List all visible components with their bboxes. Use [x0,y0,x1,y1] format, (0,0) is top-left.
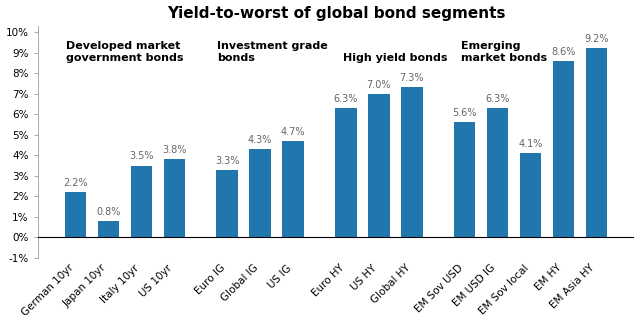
Text: 3.8%: 3.8% [162,145,187,155]
Bar [487,108,508,237]
Text: 6.3%: 6.3% [333,94,358,104]
Text: 8.6%: 8.6% [552,47,576,57]
Bar [65,192,86,237]
Text: Developed market
government bonds: Developed market government bonds [65,41,183,63]
Text: 7.3%: 7.3% [399,73,424,83]
Bar [216,169,238,237]
Text: Emerging
market bonds: Emerging market bonds [461,41,547,63]
Text: 4.3%: 4.3% [248,135,273,145]
Bar [98,221,119,237]
Text: 4.7%: 4.7% [281,127,305,137]
Text: 3.5%: 3.5% [129,151,154,161]
Text: 3.3%: 3.3% [215,156,239,166]
Text: 7.0%: 7.0% [367,79,391,89]
Text: High yield bonds: High yield bonds [342,53,447,63]
Bar [454,122,476,237]
Text: Investment grade
bonds: Investment grade bonds [217,41,328,63]
Bar [335,108,356,237]
Bar [401,87,422,237]
Text: 6.3%: 6.3% [486,94,510,104]
Text: 9.2%: 9.2% [584,34,609,44]
Text: 0.8%: 0.8% [96,207,120,217]
Bar [553,61,574,237]
Bar [520,153,541,237]
Bar [586,49,607,237]
Bar [164,159,185,237]
Text: 5.6%: 5.6% [452,108,477,118]
Bar [131,166,152,237]
Bar [368,94,390,237]
Text: 4.1%: 4.1% [518,139,543,149]
Bar [250,149,271,237]
Text: 2.2%: 2.2% [63,178,88,188]
Title: Yield-to-worst of global bond segments: Yield-to-worst of global bond segments [167,6,505,20]
Bar [282,141,304,237]
